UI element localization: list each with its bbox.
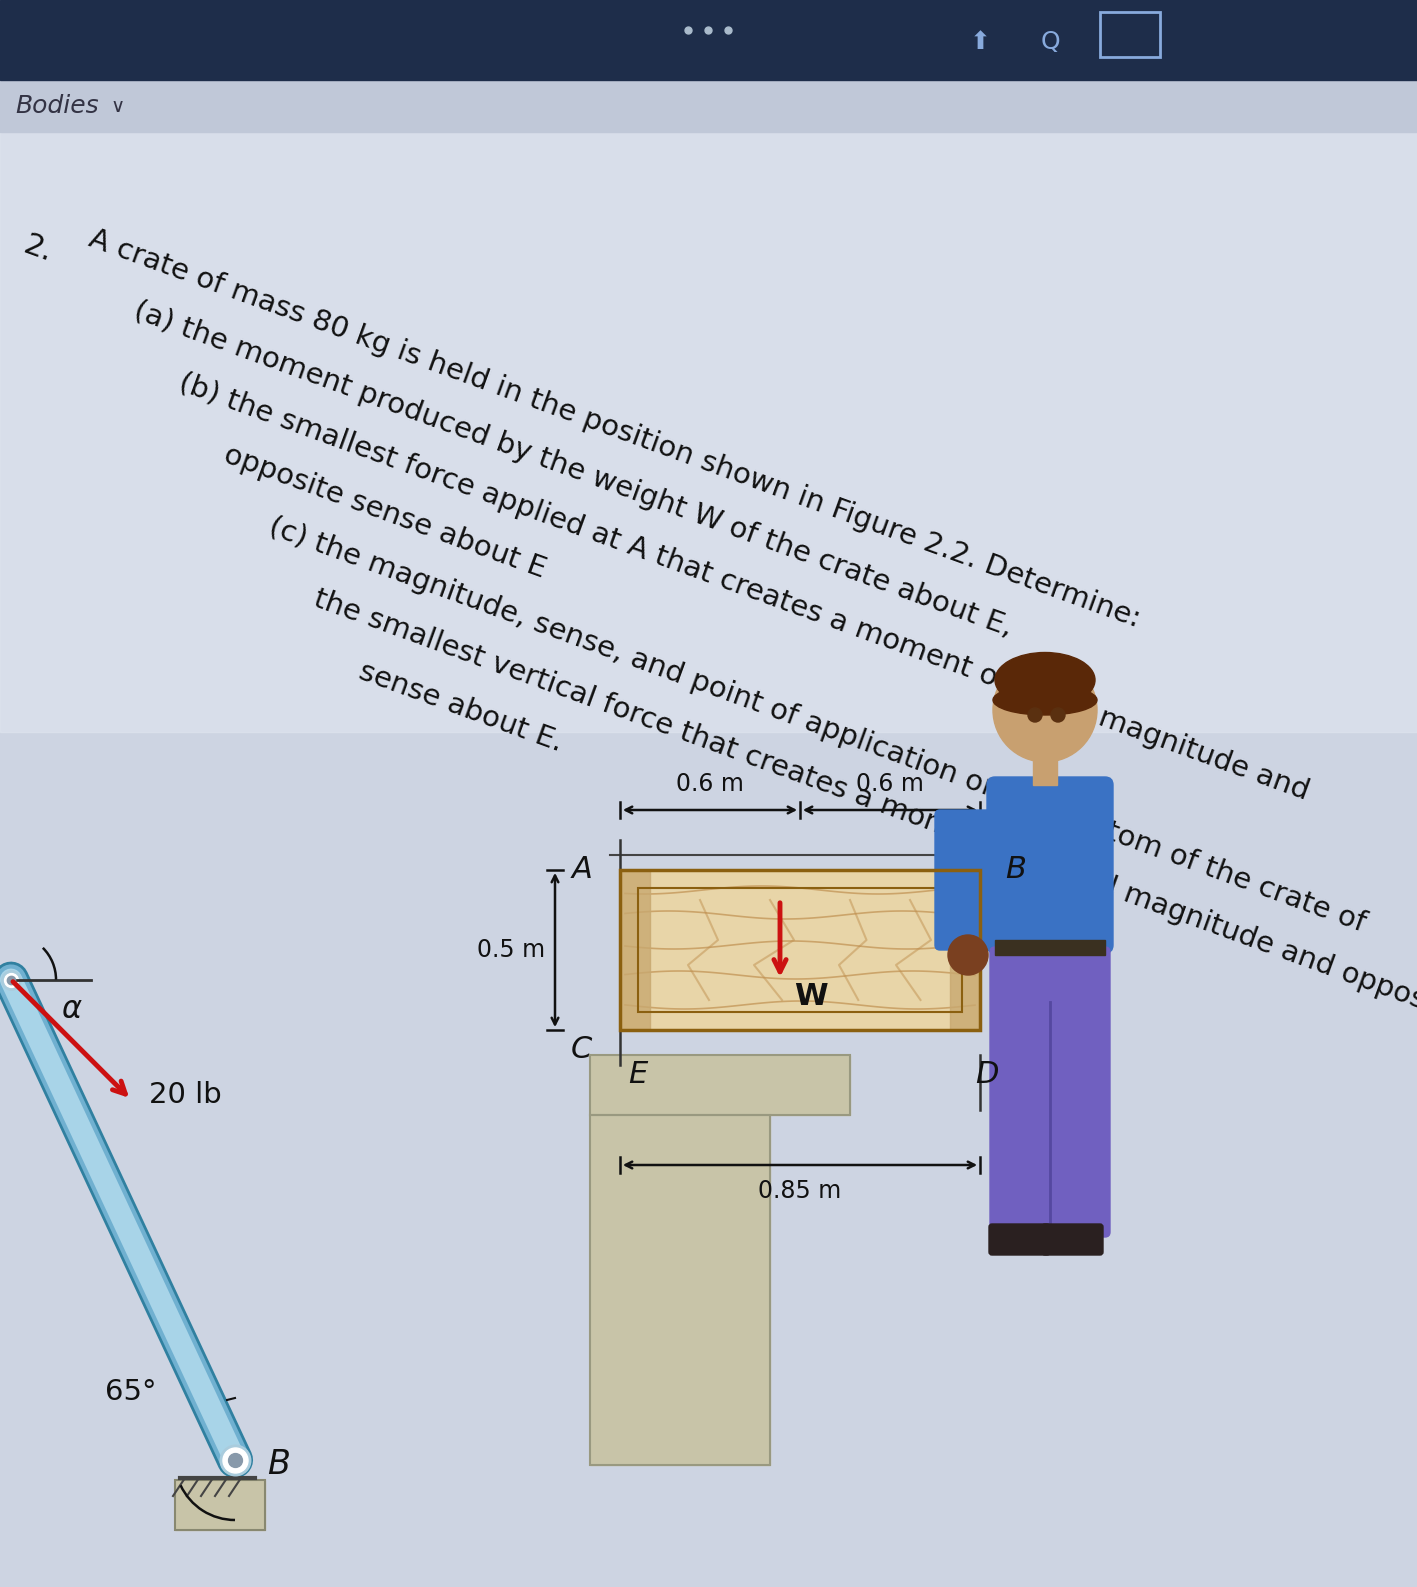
Text: opposite sense about E: opposite sense about E <box>221 441 550 584</box>
FancyBboxPatch shape <box>989 1224 1050 1255</box>
Text: A crate of mass 80 kg is held in the position shown in Figure 2.2. Determine:: A crate of mass 80 kg is held in the pos… <box>85 225 1145 633</box>
Text: the smallest vertical force that creates a moment of equal magnitude and opposit: the smallest vertical force that creates… <box>310 586 1417 1028</box>
FancyBboxPatch shape <box>988 778 1112 954</box>
Text: (a) the moment produced by the weight W of the crate about E,: (a) the moment produced by the weight W … <box>130 297 1017 643</box>
Text: B: B <box>266 1449 290 1482</box>
Text: (c) the magnitude, sense, and point of application on the bottom of the crate of: (c) the magnitude, sense, and point of a… <box>265 513 1370 938</box>
Text: W: W <box>794 982 828 1011</box>
FancyBboxPatch shape <box>1041 1224 1102 1255</box>
FancyBboxPatch shape <box>990 947 1110 1236</box>
Text: $\alpha$: $\alpha$ <box>61 995 82 1024</box>
Text: E: E <box>628 1060 648 1089</box>
Text: 65°: 65° <box>105 1378 156 1406</box>
Text: (b) the smallest force applied at A that creates a moment of equal magnitude and: (b) the smallest force applied at A that… <box>176 370 1314 806</box>
Bar <box>638 889 962 1013</box>
Bar <box>0 0 1417 79</box>
Text: B: B <box>1005 855 1026 884</box>
Bar <box>621 870 981 1030</box>
Text: 2.: 2. <box>20 230 57 267</box>
Text: 0.85 m: 0.85 m <box>758 1179 842 1203</box>
Bar <box>0 79 1417 132</box>
Bar <box>0 132 1417 732</box>
Bar <box>621 870 981 1030</box>
Bar <box>621 870 650 1030</box>
Bar <box>589 1116 769 1465</box>
Bar <box>995 940 1105 955</box>
Circle shape <box>1027 708 1041 722</box>
Circle shape <box>948 935 988 974</box>
Ellipse shape <box>993 686 1097 716</box>
Text: 0.6 m: 0.6 m <box>856 771 924 797</box>
Text: sense about E.: sense about E. <box>356 657 567 757</box>
Text: 0.5 m: 0.5 m <box>478 938 546 962</box>
Text: D: D <box>975 1060 999 1089</box>
Text: A: A <box>571 855 592 884</box>
Circle shape <box>1051 708 1066 722</box>
Bar <box>1033 755 1057 786</box>
Text: Bodies: Bodies <box>16 94 99 117</box>
Bar <box>176 1481 265 1530</box>
Bar <box>176 1481 265 1530</box>
Text: ⬆: ⬆ <box>969 30 990 54</box>
Ellipse shape <box>995 652 1095 708</box>
Circle shape <box>993 659 1097 762</box>
Bar <box>589 1055 850 1116</box>
Bar <box>1100 13 1161 57</box>
Text: ∨: ∨ <box>111 97 125 116</box>
Bar <box>589 1055 850 1116</box>
FancyBboxPatch shape <box>935 809 1005 951</box>
Text: C: C <box>571 1035 592 1063</box>
Bar <box>589 1116 769 1465</box>
Text: 0.6 m: 0.6 m <box>676 771 744 797</box>
Text: Q: Q <box>1040 30 1060 54</box>
Bar <box>949 870 981 1030</box>
Text: 20 lb: 20 lb <box>149 1081 222 1109</box>
